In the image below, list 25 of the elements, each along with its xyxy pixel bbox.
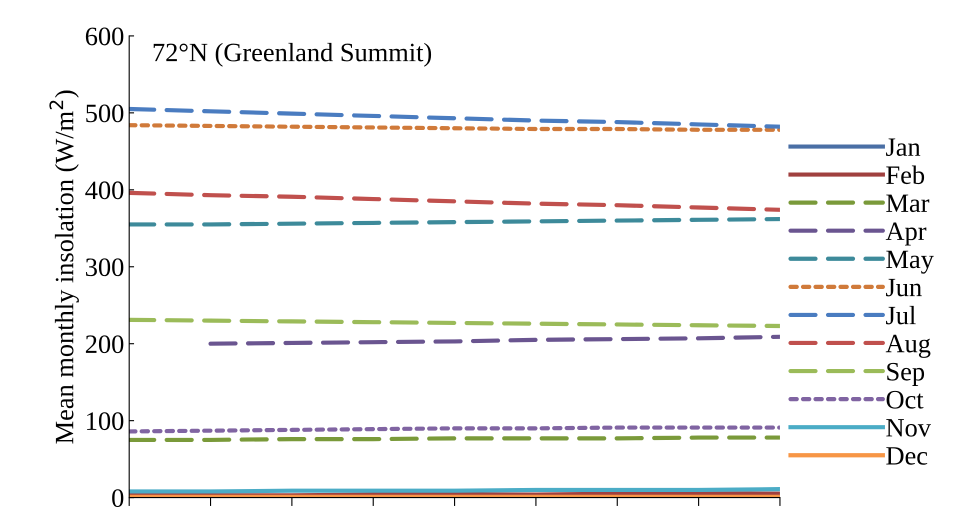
y-tick-label: 400 [85,181,124,200]
legend-label: Aug [886,334,930,358]
legend-label: Jan [886,138,920,156]
line-series [129,318,780,328]
y-tick-label: 500 [86,104,124,122]
y-tick-label: 600 [86,28,124,46]
legend-label: Jul [886,306,916,324]
y-tick-label: 300 [86,258,124,276]
y-tick-label: 0 [112,489,124,508]
line-series [129,106,780,129]
y-tick-label: 100 [87,412,124,430]
legend-label: Feb [886,166,924,184]
legend-label: Apr [886,222,926,246]
legend-label: Jun [886,278,922,296]
legend-label: Dec [886,447,928,465]
legend-label: Mar [886,194,930,212]
legend-label: May [886,250,934,274]
legend-label: Nov [886,419,931,437]
y-tick-label: 200 [86,335,124,354]
y-axis-title: Mean monthly insolation (W/m$^{2}$) [49,90,79,444]
legend-label: Oct [886,390,924,409]
chart-title: 72°N (Greenland Summit) [154,42,432,67]
line-series [129,190,780,212]
line-series [208,334,780,346]
legend-label: Sep [887,362,924,386]
